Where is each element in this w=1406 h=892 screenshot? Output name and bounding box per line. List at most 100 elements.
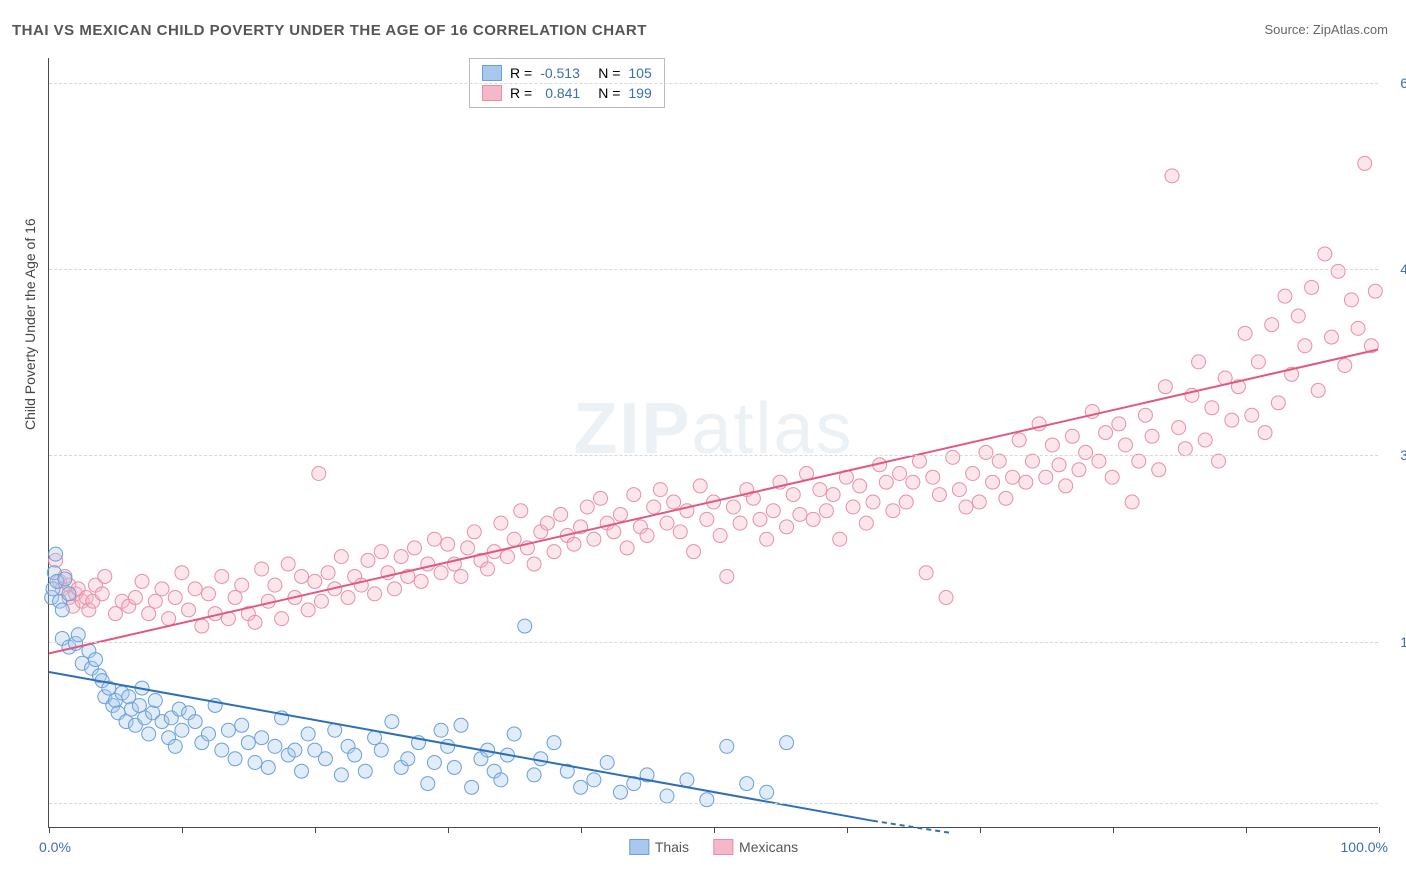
data-point — [667, 495, 681, 509]
data-point — [465, 780, 479, 794]
data-point — [1052, 458, 1066, 472]
x-tick-label: 0.0% — [39, 839, 71, 855]
data-point — [481, 562, 495, 576]
data-point — [58, 572, 72, 586]
source-label: Source: — [1264, 22, 1312, 37]
data-point — [780, 520, 794, 534]
legend-row-mexicans: R = 0.841 N = 199 — [482, 83, 652, 103]
legend-item-thais: Thais — [629, 839, 689, 855]
data-point — [1172, 421, 1186, 435]
data-point — [1059, 479, 1073, 493]
data-point — [766, 504, 780, 518]
data-point — [241, 736, 255, 750]
data-point — [1145, 429, 1159, 443]
data-point — [780, 736, 794, 750]
data-point — [55, 603, 69, 617]
data-point — [467, 525, 481, 539]
data-point — [334, 550, 348, 564]
data-point — [518, 619, 532, 633]
data-point — [939, 591, 953, 605]
data-point — [414, 574, 428, 588]
legend-thais-n: 105 — [628, 65, 651, 81]
data-point — [594, 491, 608, 505]
data-point — [1278, 289, 1292, 303]
data-point — [434, 566, 448, 580]
data-point — [587, 773, 601, 787]
data-point — [1238, 326, 1252, 340]
data-point — [95, 587, 109, 601]
data-point — [235, 718, 249, 732]
data-point — [1318, 247, 1332, 261]
data-point — [1271, 396, 1285, 410]
data-point — [255, 562, 269, 576]
data-point — [188, 582, 202, 596]
chart-plot-area: ZIPatlas R = -0.513 N = 105 R = 0.841 N … — [48, 58, 1378, 828]
data-point — [295, 764, 309, 778]
y-tick-label: 45.0% — [1400, 261, 1406, 277]
chart-title: THAI VS MEXICAN CHILD POVERTY UNDER THE … — [12, 22, 647, 39]
legend-label-thais: Thais — [655, 839, 689, 855]
data-point — [507, 532, 521, 546]
data-point — [600, 756, 614, 770]
data-point — [613, 507, 627, 521]
data-point — [454, 569, 468, 583]
data-point — [1331, 264, 1345, 278]
data-point — [71, 628, 85, 642]
y-tick-label: 30.0% — [1400, 447, 1406, 463]
data-point — [318, 752, 332, 766]
data-point — [899, 495, 913, 509]
data-point — [421, 777, 435, 791]
data-point — [288, 743, 302, 757]
x-tick-label: 100.0% — [1341, 839, 1388, 855]
data-point — [986, 475, 1000, 489]
data-point — [268, 578, 282, 592]
data-point — [142, 727, 156, 741]
legend-thais-r: -0.513 — [540, 65, 590, 81]
data-point — [1099, 426, 1113, 440]
data-point — [89, 653, 103, 667]
data-point — [221, 723, 235, 737]
data-point — [673, 525, 687, 539]
legend-label-mexicans: Mexicans — [739, 839, 798, 855]
data-point — [1118, 438, 1132, 452]
data-point — [700, 512, 714, 526]
data-point — [321, 566, 335, 580]
data-point — [1065, 429, 1079, 443]
data-point — [660, 789, 674, 803]
data-point — [427, 756, 441, 770]
data-point — [567, 537, 581, 551]
regression-line — [873, 821, 953, 833]
data-point — [374, 743, 388, 757]
data-point — [607, 525, 621, 539]
data-point — [926, 470, 940, 484]
data-point — [760, 532, 774, 546]
scatter-plot-svg — [49, 58, 1378, 827]
data-point — [182, 603, 196, 617]
legend-series: Thais Mexicans — [629, 839, 798, 855]
data-point — [385, 715, 399, 729]
data-point — [1298, 339, 1312, 353]
data-point — [162, 612, 176, 626]
data-point — [1006, 470, 1020, 484]
data-point — [1165, 169, 1179, 183]
data-point — [1072, 463, 1086, 477]
data-point — [999, 491, 1013, 505]
data-point — [833, 532, 847, 546]
data-point — [168, 739, 182, 753]
data-point — [308, 574, 322, 588]
data-point — [62, 587, 76, 601]
data-point — [720, 569, 734, 583]
data-point — [620, 541, 634, 555]
data-point — [760, 785, 774, 799]
data-point — [819, 504, 833, 518]
data-point — [640, 529, 654, 543]
source-name[interactable]: ZipAtlas.com — [1313, 22, 1388, 37]
data-point — [972, 495, 986, 509]
data-point — [348, 748, 362, 762]
data-point — [434, 723, 448, 737]
data-point — [1079, 445, 1093, 459]
data-point — [514, 504, 528, 518]
data-point — [1311, 383, 1325, 397]
data-point — [813, 483, 827, 497]
data-point — [853, 479, 867, 493]
